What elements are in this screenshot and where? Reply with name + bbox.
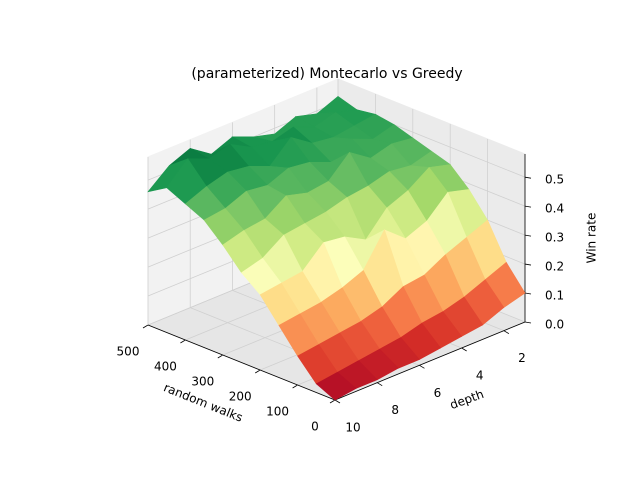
z-axis-label: Win rate: [585, 213, 599, 264]
tick-mark: [524, 263, 532, 266]
z-tick-label: 0.5: [545, 173, 564, 187]
z-tick-label: 0.4: [545, 202, 564, 216]
tick-mark: [503, 330, 510, 335]
tick-mark: [524, 234, 532, 237]
y-axis-label: depth: [448, 387, 486, 412]
x-tick-label: 400: [154, 360, 177, 374]
z-tick-label: 0.0: [545, 318, 564, 332]
tick-mark: [180, 339, 186, 344]
tick-mark: [334, 399, 341, 404]
z-tick-label: 0.3: [545, 231, 564, 245]
surface-facet: [315, 371, 357, 401]
tick-mark: [524, 292, 532, 295]
y-tick-label: 10: [345, 421, 360, 435]
tick-mark: [377, 382, 383, 387]
x-tick-label: 100: [266, 405, 289, 419]
y-tick-label: 4: [476, 369, 484, 383]
chart-title: (parameterized) Montecarlo vs Greedy: [191, 66, 462, 82]
tick-mark: [329, 399, 336, 404]
axis-line: [147, 324, 336, 401]
axis-line: [334, 321, 526, 401]
tick-mark: [142, 324, 149, 329]
tick-mark: [461, 347, 467, 352]
tick-mark: [524, 176, 532, 179]
tick-mark: [524, 205, 532, 208]
tick-mark: [254, 369, 261, 374]
y-tick-label: 8: [391, 403, 399, 417]
x-tick-label: 300: [191, 375, 214, 389]
x-tick-label: 0: [311, 420, 319, 434]
tick-mark: [217, 354, 224, 359]
tick-mark: [419, 364, 425, 369]
surface: [147, 96, 526, 401]
z-tick-label: 0.1: [545, 289, 564, 303]
tick-mark: [292, 384, 298, 389]
x-tick-label: 500: [117, 345, 140, 359]
y-tick-label: 6: [434, 386, 442, 400]
x-tick-label: 200: [229, 390, 252, 404]
tick-mark: [524, 321, 532, 324]
z-tick-label: 0.2: [545, 260, 564, 274]
y-tick-label: 2: [518, 351, 526, 365]
